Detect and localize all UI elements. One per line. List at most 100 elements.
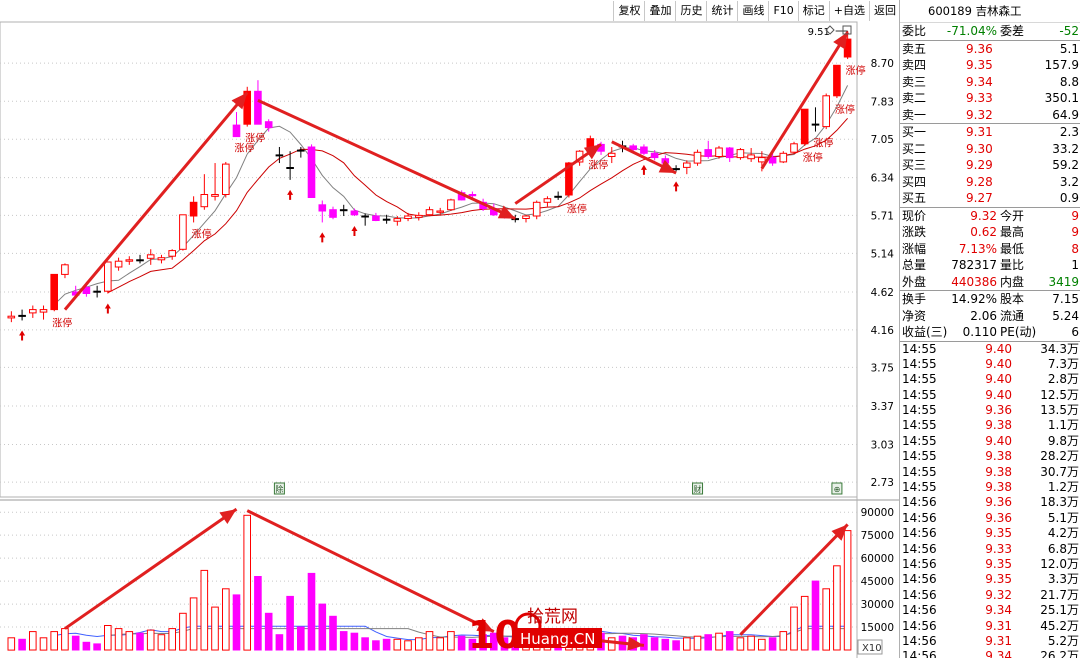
- volume-bar[interactable]: [661, 638, 670, 651]
- candle-body[interactable]: [114, 260, 123, 268]
- volume-bar[interactable]: [372, 640, 380, 651]
- candle-body[interactable]: [629, 145, 638, 151]
- volume-bar[interactable]: [104, 625, 112, 651]
- volume-bar[interactable]: [114, 628, 123, 651]
- volume-bar[interactable]: [297, 626, 305, 651]
- candle-body[interactable]: [286, 167, 294, 169]
- candle-body[interactable]: [104, 261, 112, 292]
- volume-bar[interactable]: [415, 637, 423, 651]
- candle-body[interactable]: [222, 163, 230, 196]
- candle-body[interactable]: [18, 314, 26, 317]
- volume-bar[interactable]: [393, 638, 402, 651]
- volume-bar[interactable]: [125, 631, 134, 651]
- volume-bar[interactable]: [211, 606, 219, 651]
- candle-body[interactable]: [532, 201, 541, 217]
- candle-body[interactable]: [672, 168, 680, 171]
- toolbar-button-7[interactable]: +自选: [828, 1, 869, 21]
- volume-bar[interactable]: [704, 634, 713, 651]
- volume-bar[interactable]: [725, 631, 734, 651]
- volume-bar[interactable]: [822, 588, 831, 651]
- candle-body[interactable]: [747, 154, 755, 160]
- volume-bar[interactable]: [168, 628, 176, 651]
- volume-bar[interactable]: [307, 572, 316, 651]
- candle-body[interactable]: [833, 64, 841, 97]
- volume-bar[interactable]: [329, 615, 337, 651]
- toolbar-button-8[interactable]: 返回: [869, 1, 900, 21]
- candle-body[interactable]: [7, 315, 16, 319]
- candle-body[interactable]: [393, 218, 402, 222]
- toolbar-button-2[interactable]: 历史: [675, 1, 707, 21]
- volume-bar[interactable]: [800, 595, 809, 651]
- volume-bar[interactable]: [232, 594, 241, 651]
- candle-body[interactable]: [350, 210, 359, 216]
- volume-bar[interactable]: [436, 637, 444, 651]
- volume-bar[interactable]: [382, 638, 391, 651]
- tick-list[interactable]: 14:55 9.40 34.3万 14:55 9.40 7.3万 14:55 9.40 2.8万…: [900, 340, 1080, 658]
- volume-bar[interactable]: [640, 634, 648, 651]
- volume-bar[interactable]: [71, 635, 80, 651]
- candle-body[interactable]: [189, 201, 198, 217]
- volume-bar[interactable]: [286, 595, 294, 651]
- candle-body[interactable]: [361, 215, 369, 218]
- candle-body[interactable]: [436, 210, 444, 213]
- volume-bar[interactable]: [146, 629, 155, 651]
- event-marker-box[interactable]: [273, 482, 285, 495]
- volume-bar[interactable]: [833, 565, 841, 651]
- volume-bar[interactable]: [189, 597, 198, 651]
- candle-body[interactable]: [179, 214, 187, 250]
- candle-body[interactable]: [136, 259, 144, 262]
- volume-bar[interactable]: [222, 588, 230, 651]
- candle-body[interactable]: [50, 273, 59, 311]
- candle-body[interactable]: [736, 149, 745, 159]
- candle-body[interactable]: [447, 199, 455, 211]
- volume-bar[interactable]: [747, 635, 755, 651]
- candle-body[interactable]: [232, 124, 241, 138]
- volume-bar[interactable]: [39, 637, 48, 651]
- candle-body[interactable]: [693, 151, 702, 164]
- candle-body[interactable]: [254, 90, 262, 125]
- volume-bar[interactable]: [843, 530, 852, 651]
- candle-body[interactable]: [725, 147, 734, 159]
- volume-bar[interactable]: [768, 637, 777, 651]
- volume-bar[interactable]: [715, 632, 723, 651]
- candle-body[interactable]: [125, 259, 134, 262]
- toolbar-button-0[interactable]: 复权: [613, 1, 645, 21]
- toolbar-button-3[interactable]: 统计: [706, 1, 738, 21]
- volume-bar[interactable]: [7, 637, 16, 651]
- event-marker-box[interactable]: [831, 482, 843, 495]
- volume-bar[interactable]: [758, 638, 766, 651]
- candle-body[interactable]: [650, 152, 659, 159]
- volume-bar[interactable]: [683, 637, 691, 651]
- volume-bar[interactable]: [82, 641, 91, 651]
- candle-body[interactable]: [565, 162, 573, 196]
- candle-body[interactable]: [425, 209, 434, 216]
- volume-bar[interactable]: [264, 612, 273, 651]
- candle-body[interactable]: [779, 152, 788, 163]
- volume-bar[interactable]: [693, 635, 702, 651]
- candle-body[interactable]: [822, 95, 831, 128]
- volume-bar[interactable]: [404, 640, 412, 651]
- candle-body[interactable]: [811, 123, 820, 126]
- volume-bar[interactable]: [457, 635, 466, 651]
- volume-bar[interactable]: [18, 638, 26, 651]
- volume-bar[interactable]: [779, 631, 788, 651]
- candle-body[interactable]: [157, 257, 166, 261]
- volume-bar[interactable]: [243, 514, 251, 651]
- candle-body[interactable]: [554, 195, 562, 198]
- volume-bar[interactable]: [790, 606, 798, 651]
- toolbar-button-6[interactable]: 标记: [797, 1, 829, 21]
- candle-body[interactable]: [758, 157, 766, 163]
- candle-body[interactable]: [607, 152, 616, 158]
- candle-body[interactable]: [768, 157, 777, 164]
- volume-bar[interactable]: [672, 640, 680, 651]
- volume-bar[interactable]: [254, 576, 262, 651]
- candle-body[interactable]: [168, 250, 176, 257]
- candle-body[interactable]: [404, 215, 412, 219]
- candle-body[interactable]: [243, 90, 251, 125]
- candle-body[interactable]: [264, 121, 273, 129]
- candle-body[interactable]: [372, 215, 380, 221]
- volume-bar[interactable]: [490, 632, 498, 651]
- candle-body[interactable]: [704, 149, 713, 158]
- volume-bar[interactable]: [136, 632, 144, 651]
- volume-bar[interactable]: [275, 634, 284, 651]
